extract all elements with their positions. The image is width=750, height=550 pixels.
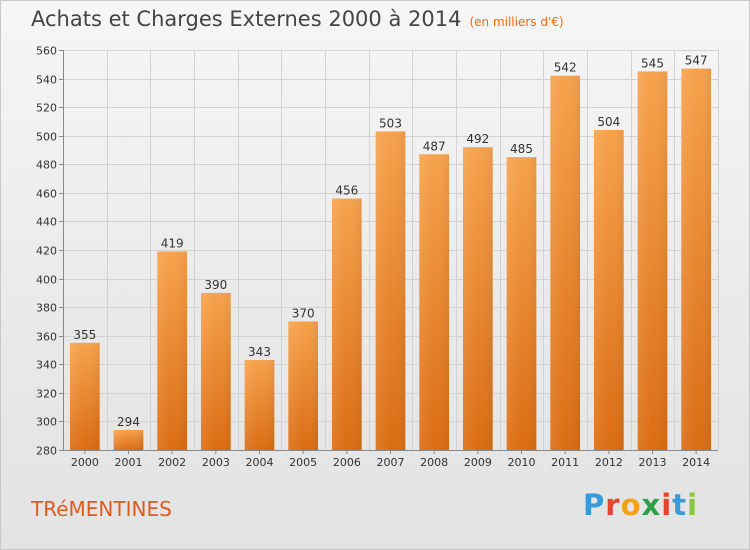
y-tick-label: 420 <box>36 245 57 258</box>
data-label: 485 <box>510 142 533 156</box>
data-label: 504 <box>597 115 620 129</box>
data-label: 294 <box>117 415 140 429</box>
y-tick-label: 280 <box>36 445 57 458</box>
axes: 280 300 320 340 360 380 400 420 440 460 480 500 520 5… <box>36 45 718 469</box>
x-tick-label: 2013 <box>639 456 667 469</box>
y-tick-label: 540 <box>36 74 57 87</box>
logo-letter: r <box>605 488 621 522</box>
data-label: 419 <box>161 236 184 250</box>
logo-letter: o <box>620 488 642 522</box>
y-tick-label: 460 <box>36 188 57 201</box>
x-tick-label: 2014 <box>682 456 710 469</box>
y-tick-label: 340 <box>36 359 57 372</box>
chart-header: Achats et Charges Externes 2000 à 2014 (e… <box>31 7 564 31</box>
bars <box>69 68 712 451</box>
x-tick-label: 2011 <box>551 456 579 469</box>
bar-shine <box>157 251 188 450</box>
commune-name: TRéMENTINES <box>31 497 172 521</box>
data-label: 370 <box>292 306 315 320</box>
data-label: 545 <box>641 56 664 70</box>
data-label: 355 <box>73 328 96 342</box>
data-label: 343 <box>248 345 271 359</box>
data-label: 503 <box>379 116 402 130</box>
x-tick-label: 2006 <box>333 456 361 469</box>
y-tick-label: 320 <box>36 388 57 401</box>
data-label: 487 <box>423 139 446 153</box>
data-labels: 355 294 419 390 343 370 456 503 487 492 485 542 504 5… <box>73 54 707 429</box>
y-tick-label: 560 <box>36 45 57 58</box>
bar-shine <box>506 157 537 450</box>
y-tick-label: 520 <box>36 102 57 115</box>
bar-shine <box>375 131 406 450</box>
y-tick-label: 440 <box>36 216 57 229</box>
bar-shine <box>200 292 231 450</box>
x-tick-label: 2010 <box>508 456 536 469</box>
x-tick-label: 2009 <box>464 456 492 469</box>
x-tick-label: 2004 <box>246 456 274 469</box>
x-tick-label: 2003 <box>202 456 230 469</box>
data-label: 390 <box>204 278 227 292</box>
bar-shine <box>331 198 362 450</box>
x-tick-label: 2007 <box>377 456 405 469</box>
y-tick-label: 300 <box>36 416 57 429</box>
y-tick-label: 480 <box>36 159 57 172</box>
logo-letter: t <box>672 488 688 522</box>
logo-letter: i <box>687 488 699 522</box>
data-label: 542 <box>554 61 577 75</box>
data-label: 492 <box>466 132 489 146</box>
x-tick-label: 2012 <box>595 456 623 469</box>
data-label: 456 <box>335 184 358 198</box>
proxiti-logo: Proxiti <box>583 488 698 522</box>
bar-shine <box>113 430 144 450</box>
data-label: 547 <box>685 54 708 68</box>
bar-shine <box>681 68 712 451</box>
x-tick-label: 2005 <box>289 456 317 469</box>
x-tick-label: 2008 <box>420 456 448 469</box>
x-tick-label: 2001 <box>115 456 143 469</box>
bar-shine <box>419 154 450 451</box>
bar-shine <box>637 71 668 450</box>
bar-shine <box>550 75 581 450</box>
x-tick-label: 2002 <box>158 456 186 469</box>
logo-letter: i <box>661 488 673 522</box>
y-tick-label: 380 <box>36 302 57 315</box>
y-tick-label: 500 <box>36 131 57 144</box>
bar-shine <box>288 321 319 450</box>
chart-title: Achats et Charges Externes 2000 à 2014 <box>31 7 462 31</box>
logo-letter: P <box>583 488 606 522</box>
bar-shine <box>69 342 100 450</box>
y-tick-label: 400 <box>36 274 57 287</box>
x-tick-label: 2000 <box>71 456 99 469</box>
chart-subtitle: (en milliers d'€) <box>469 15 564 29</box>
bar-shine <box>244 360 275 450</box>
logo-letter: x <box>641 488 662 522</box>
y-tick-label: 360 <box>36 331 57 344</box>
bar-shine <box>593 130 624 450</box>
bar-shine <box>462 147 493 450</box>
